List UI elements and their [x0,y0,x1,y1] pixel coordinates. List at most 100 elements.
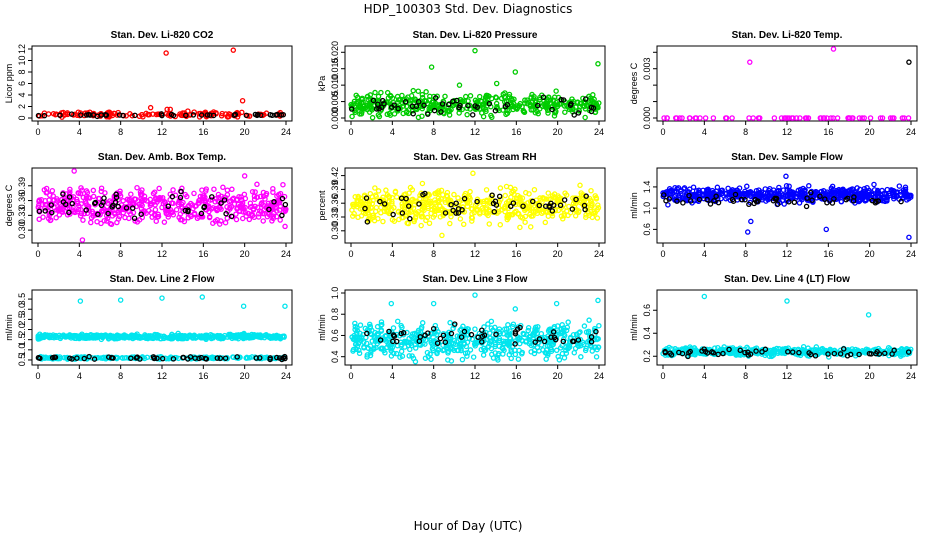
data-point [113,191,119,198]
data-point [420,191,426,198]
chart-title: Stan. Dev. Sample Flow [731,152,843,163]
data-point [198,354,205,361]
data-point [249,203,255,210]
data-point [431,212,438,218]
plot-frame [656,167,918,244]
data-point [679,115,685,121]
data-point [139,202,145,209]
data-point [237,204,243,210]
data-point [355,195,362,201]
data-point [95,211,101,218]
data-point [746,201,752,208]
data-point [847,351,854,358]
data-point [94,218,100,225]
data-point [489,192,495,198]
data-point [85,333,91,339]
data-point [359,95,365,102]
data-point [109,213,116,219]
data-point [271,199,277,205]
data-point [159,295,165,301]
data-point [559,350,566,357]
data-point [210,220,216,226]
y-tick-label: 0 [17,115,27,120]
data-point [185,207,191,213]
data-point [196,197,202,204]
x-axis-label: Hour of Day (UTC) [414,519,523,533]
data-point [697,115,703,121]
data-point [595,344,602,350]
x-tick-label: 8 [118,127,123,137]
series-all [35,168,289,243]
data-point [242,204,248,211]
data-point [410,205,417,211]
data-point [592,331,598,338]
data-point [480,104,486,110]
data-point [861,185,868,192]
data-point [113,194,120,201]
data-point [267,356,273,363]
data-point [87,112,93,118]
data-point [527,211,533,218]
data-point [525,325,532,331]
data-point [210,335,216,341]
data-point [66,209,72,216]
data-point [259,210,266,217]
data-point [594,215,601,221]
data-point [581,341,587,348]
data-point [458,334,465,340]
data-point [55,207,62,214]
data-point [96,195,103,202]
data-point [368,347,374,354]
data-point [887,115,894,121]
data-point [857,191,863,198]
data-point [234,354,240,360]
series-all [36,47,285,120]
data-point [566,342,573,349]
data-point [574,99,581,106]
data-point [165,335,172,341]
data-point [161,219,168,225]
series-hourly [36,188,289,221]
data-point [411,330,418,337]
data-point [258,112,264,118]
data-point [203,188,209,194]
data-point [222,219,229,226]
data-point [399,324,405,331]
data-point [57,334,64,340]
data-point [563,347,569,354]
data-point [377,337,384,343]
x-tick-label: 4 [390,127,395,137]
x-tick-label: 4 [702,371,707,381]
data-point [387,112,394,118]
data-point [417,195,423,202]
data-point [423,89,429,95]
data-point [182,207,189,214]
data-point [784,298,790,304]
data-point [372,329,378,336]
series-all [660,173,914,241]
data-point [421,102,427,109]
data-point [565,319,571,325]
data-point [418,214,425,220]
data-point [460,204,466,210]
data-point [592,325,598,332]
data-point [361,344,367,350]
x-tick-label: 12 [157,249,167,259]
data-point [517,195,523,202]
data-point [511,191,517,197]
data-point [808,189,814,196]
data-point [374,323,381,330]
data-point [415,98,422,105]
data-point [845,188,851,195]
data-point [843,196,849,203]
data-point [830,186,836,193]
data-point [532,324,539,331]
data-point [170,187,176,193]
data-point [692,115,699,121]
data-point [705,188,712,194]
x-tick-label: 8 [118,371,123,381]
data-point [401,338,408,345]
data-point [464,105,470,111]
data-point [445,357,451,363]
data-point [153,218,160,224]
